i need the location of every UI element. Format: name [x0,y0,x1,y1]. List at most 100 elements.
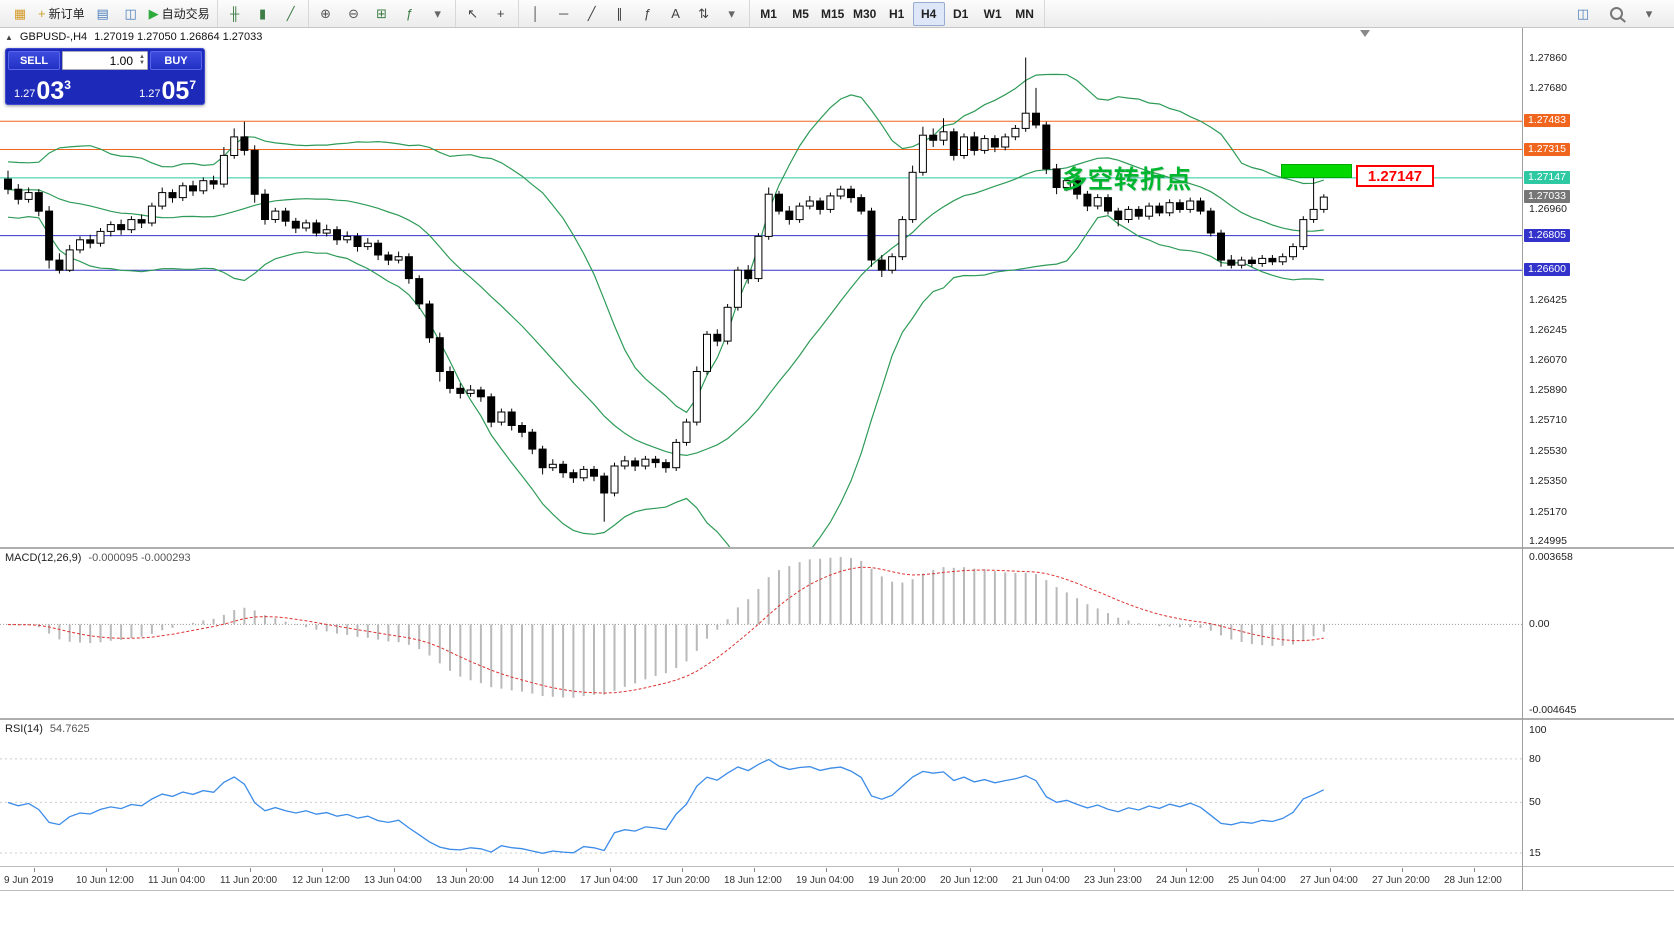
tf-d1[interactable]: D1 [945,2,977,26]
arrows-button[interactable]: ⇅ [690,2,718,26]
price-tag: 1.27483 [1524,114,1570,128]
toolbar-group-trade: ▦ + 新订单 ▤ ◫ ▶ 自动交易 [3,0,218,27]
rsi-chart[interactable] [0,720,1522,866]
time-label: 12 Jun 12:00 [292,875,350,886]
rsi-panel[interactable]: RSI(14) 54.7625 [0,720,1522,866]
autotrading-button[interactable]: ▶ 自动交易 [145,2,214,26]
tf-h1[interactable]: H1 [881,2,913,26]
time-label: 27 Jun 20:00 [1372,875,1430,886]
tf-w1[interactable]: W1 [977,2,1009,26]
ask-big-digits: 05 [161,76,190,105]
ask-price[interactable]: 1.27 05 7 [139,76,196,105]
terminal-button[interactable]: ◫ [117,2,145,26]
toolbar-groups: ▦ + 新订单 ▤ ◫ ▶ 自动交易 ╫ ▮ ╱ ⊕ ⊖ ⊞ ƒ ▾ ↖ + │ ─ ╱ ∥ ƒ A ⇅ ▾ M1 M5 M15 M30… [3,0,1045,27]
macd-panel[interactable]: MACD(12,26,9) -0.000095 -0.000293 [0,549,1522,718]
time-label: 11 Jun 20:00 [220,875,278,886]
top-toolbar: ▦ + 新订单 ▤ ◫ ▶ 自动交易 ╫ ▮ ╱ ⊕ ⊖ ⊞ ƒ ▾ ↖ + │ ─ ╱ ∥ ƒ A ⇅ ▾ M1 M5 M15 M30… [0,0,1674,28]
bar-chart-button[interactable]: ╫ [221,2,249,26]
horizontal-line-button[interactable]: ─ [550,2,578,26]
channel-button-icon: ∥ [616,6,623,21]
toolbar-options-button[interactable]: ▾ [1635,2,1663,26]
indicators-button[interactable]: ƒ [396,2,424,26]
zoom-in-button-icon: ⊕ [320,6,332,21]
vertical-line-button[interactable]: │ [522,2,550,26]
macd-chart[interactable] [0,549,1522,718]
time-label: 28 Jun 12:00 [1444,875,1502,886]
tf-mn-label: MN [1015,6,1034,21]
line-chart-button[interactable]: ╱ [277,2,305,26]
price-callout: 1.27147 [1356,165,1434,187]
zoom-in-button[interactable]: ⊕ [312,2,340,26]
time-tick [1474,868,1475,872]
templates-button[interactable]: ▾ [424,2,452,26]
price-axis-label: 1.26070 [1529,353,1567,366]
zoom-out-button[interactable]: ⊖ [340,2,368,26]
volume-input[interactable]: 1.00 ▲ ▼ [62,51,148,70]
candlestick-chart-button[interactable]: ▮ [249,2,277,26]
highlight-rectangle [1281,164,1352,178]
time-label: 10 Jun 12:00 [76,875,134,886]
channel-button[interactable]: ∥ [606,2,634,26]
time-label: 19 Jun 04:00 [796,875,854,886]
sell-button[interactable]: SELL [8,51,60,70]
trendline-button-icon: ╱ [587,6,596,21]
time-tick [1330,868,1331,872]
tf-m30[interactable]: M30 [849,2,881,26]
chart-shift-marker-icon[interactable] [1360,30,1370,37]
main-chart-panel[interactable]: ▲ GBPUSD-,H4 1.27019 1.27050 1.26864 1.2… [0,28,1522,547]
toolbar-group-objects: │ ─ ╱ ∥ ƒ A ⇅ ▾ [519,0,750,27]
zoom-out-button-icon: ⊖ [348,6,360,21]
time-label: 11 Jun 04:00 [148,875,206,886]
new-chart-button[interactable]: ▦ [6,2,34,26]
bid-price[interactable]: 1.27 03 3 [14,76,71,105]
symbol-marker-icon[interactable]: ▲ [5,32,13,42]
chart-window-button[interactable]: ◫ [1569,2,1597,26]
vertical-line-button-icon: │ [531,6,540,21]
candlestick-chart[interactable] [0,28,1522,547]
time-tick [970,868,971,872]
crosshair-button[interactable]: + [487,2,515,26]
indicators-button-icon: ƒ [406,6,414,21]
toolbar-group-chart-type: ╫ ▮ ╱ [218,0,309,27]
buy-button[interactable]: BUY [150,51,202,70]
bid-big-digits: 03 [36,76,65,105]
profiles-button[interactable]: ▤ [89,2,117,26]
crosshair-button-icon: + [496,6,505,21]
macd-values: -0.000095 -0.000293 [88,552,191,564]
tf-m5-label: M5 [792,6,809,21]
fibonacci-button[interactable]: ƒ [634,2,662,26]
tf-h4[interactable]: H4 [912,1,945,26]
chart-symbol-label: ▲ GBPUSD-,H4 1.27019 1.27050 1.26864 1.2… [5,31,262,43]
objects-dropdown[interactable]: ▾ [718,2,746,26]
tf-m1[interactable]: M1 [753,2,785,26]
volume-up-icon[interactable]: ▲ [139,54,145,60]
search-button[interactable] [1602,2,1630,26]
cursor-button[interactable]: ↖ [459,2,487,26]
text-button[interactable]: A [662,2,690,26]
trendline-button[interactable]: ╱ [578,2,606,26]
panel-separator[interactable] [0,718,1674,720]
volume-down-icon[interactable]: ▼ [139,60,145,66]
macd-axis-label: 0.00 [1529,618,1550,631]
time-label: 13 Jun 20:00 [436,875,494,886]
tile-windows-button-icon: ⊞ [376,6,388,21]
tf-m15[interactable]: M15 [817,2,849,26]
line-chart-button-icon: ╱ [286,6,295,21]
toolbar-group-cursor: ↖ + [456,0,519,27]
autotrading-button-label: 自动交易 [161,7,210,21]
price-axis-separator [1522,28,1523,890]
time-axis[interactable]: 9 Jun 2019 10 Jun 12:00 11 Jun 04:00 11 Jun… [0,868,1522,890]
price-axis[interactable]: 1.27860 1.27680 1.26960 1.26425 1.26245 1.260… [1523,28,1674,890]
new-order-button[interactable]: + 新订单 [34,2,89,26]
tf-m5[interactable]: M5 [785,2,817,26]
tf-mn[interactable]: MN [1009,2,1041,26]
ask-prefix: 1.27 [139,88,161,100]
time-tick [1258,868,1259,872]
volume-steppers[interactable]: ▲ ▼ [139,54,145,66]
time-tick [826,868,827,872]
panel-separator[interactable] [0,547,1674,549]
tile-windows-button[interactable]: ⊞ [368,2,396,26]
volume-value: 1.00 [109,53,133,68]
time-label: 17 Jun 04:00 [580,875,638,886]
rsi-axis-label: 100 [1529,724,1547,736]
